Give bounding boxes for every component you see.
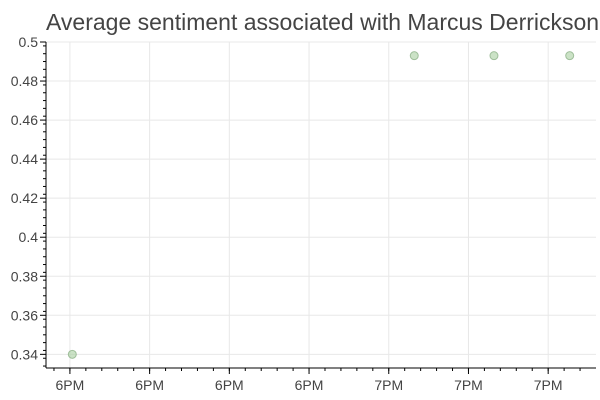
y-tick-label: 0.36	[11, 307, 38, 323]
y-tick-label: 0.42	[11, 190, 38, 206]
y-tick-label: 0.34	[11, 346, 38, 362]
data-point	[565, 51, 575, 61]
x-tick-label: 7PM	[454, 377, 483, 393]
y-tick-label: 0.5	[19, 34, 39, 50]
data-points	[67, 51, 575, 359]
x-tick-label: 6PM	[295, 377, 324, 393]
y-tick-label: 0.4	[19, 229, 39, 245]
y-tick-label: 0.48	[11, 73, 38, 89]
data-point	[409, 51, 419, 61]
y-tick-label: 0.44	[11, 151, 38, 167]
y-tick-label: 0.46	[11, 112, 38, 128]
x-tick-label: 6PM	[135, 377, 164, 393]
data-point	[489, 51, 499, 61]
data-point	[67, 349, 77, 359]
y-axis: 0.34 0.36 0.38 0.4 0.42 0.44 0.46 0.48 0.5	[11, 34, 47, 368]
x-tick-label: 6PM	[56, 377, 85, 393]
grid	[46, 41, 596, 368]
x-axis: 6PM 6PM 6PM 6PM 7PM 7PM 7PM	[46, 367, 596, 393]
x-tick-label: 6PM	[215, 377, 244, 393]
x-tick-label: 7PM	[534, 377, 563, 393]
y-tick-label: 0.38	[11, 268, 38, 284]
x-tick-label: 7PM	[374, 377, 403, 393]
chart-title: Average sentiment associated with Marcus…	[46, 9, 599, 35]
